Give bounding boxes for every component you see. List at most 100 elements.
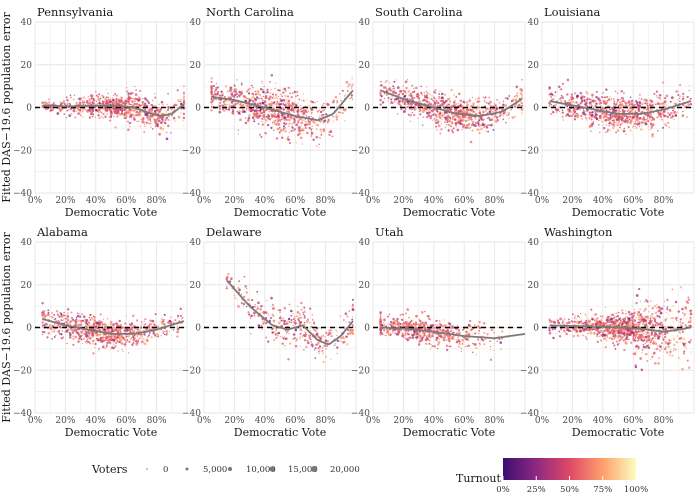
scatter-point bbox=[437, 102, 440, 105]
scatter-point bbox=[589, 101, 591, 103]
scatter-point bbox=[57, 320, 59, 322]
scatter-point bbox=[323, 103, 325, 105]
scatter-point bbox=[257, 324, 260, 327]
scatter-point bbox=[286, 109, 287, 110]
scatter-point bbox=[426, 116, 428, 118]
scatter-point bbox=[288, 87, 290, 89]
scatter-point bbox=[468, 124, 470, 126]
scatter-point bbox=[135, 93, 138, 96]
scatter-point bbox=[146, 344, 148, 346]
scatter-point bbox=[645, 114, 646, 115]
scatter-point bbox=[104, 98, 106, 100]
scatter-point bbox=[300, 108, 302, 110]
scatter-point bbox=[291, 123, 292, 124]
scatter-point bbox=[463, 124, 465, 126]
scatter-point bbox=[100, 98, 101, 99]
scatter-point bbox=[137, 319, 138, 320]
scatter-point bbox=[617, 99, 619, 101]
scatter-point bbox=[319, 109, 321, 111]
scatter-point bbox=[591, 105, 593, 107]
scatter-point bbox=[146, 329, 147, 330]
scatter-point bbox=[300, 105, 301, 106]
scatter-point bbox=[330, 130, 331, 131]
scatter-point bbox=[419, 114, 421, 116]
scatter-point bbox=[267, 114, 269, 116]
scatter-point bbox=[576, 95, 579, 98]
scatter-point bbox=[656, 117, 658, 119]
scatter-point bbox=[95, 91, 96, 92]
scatter-point bbox=[419, 108, 421, 110]
scatter-point bbox=[314, 335, 315, 336]
scatter-point bbox=[351, 83, 354, 86]
scatter-point bbox=[652, 123, 655, 126]
scatter-point bbox=[107, 96, 109, 98]
scatter-point bbox=[515, 116, 516, 117]
scatter-point bbox=[106, 346, 107, 347]
scatter-point bbox=[291, 110, 293, 112]
scatter-point bbox=[690, 103, 692, 105]
scatter-point bbox=[417, 94, 419, 96]
scatter-point bbox=[87, 339, 88, 340]
scatter-point bbox=[679, 95, 681, 97]
scatter-point bbox=[86, 341, 87, 342]
scatter-point bbox=[116, 94, 118, 96]
scatter-point bbox=[306, 108, 308, 110]
scatter-point bbox=[309, 337, 311, 339]
scatter-point bbox=[427, 103, 429, 105]
scatter-point bbox=[229, 96, 231, 98]
scatter-point bbox=[352, 99, 353, 100]
scatter-point bbox=[103, 107, 104, 108]
scatter-point bbox=[438, 96, 440, 98]
scatter-point bbox=[315, 133, 317, 135]
scatter-point bbox=[160, 108, 161, 109]
scatter-point bbox=[308, 328, 310, 330]
y-tick-label: 40 bbox=[359, 18, 371, 28]
scatter-point bbox=[102, 318, 104, 320]
scatter-point bbox=[267, 124, 269, 126]
scatter-point bbox=[297, 113, 299, 115]
scatter-point bbox=[331, 330, 332, 331]
scatter-point bbox=[276, 95, 278, 97]
scatter-point bbox=[165, 110, 168, 113]
scatter-point bbox=[682, 111, 684, 113]
scatter-point bbox=[183, 117, 185, 119]
scatter-point bbox=[591, 96, 593, 98]
scatter-point bbox=[282, 317, 284, 319]
scatter-point bbox=[136, 338, 138, 340]
scatter-point bbox=[605, 132, 606, 133]
scatter-point bbox=[690, 99, 691, 100]
scatter-point bbox=[401, 93, 403, 95]
scatter-point bbox=[345, 108, 347, 110]
scatter-point bbox=[241, 90, 243, 92]
scatter-point bbox=[480, 128, 483, 131]
scatter-point bbox=[569, 109, 571, 111]
scatter-point bbox=[262, 329, 263, 330]
scatter-point bbox=[83, 96, 85, 98]
scatter-point bbox=[313, 139, 315, 141]
scatter-point bbox=[266, 105, 267, 106]
scatter-point bbox=[302, 144, 303, 145]
scatter-point bbox=[92, 352, 94, 354]
scatter-point bbox=[98, 93, 100, 95]
scatter-point bbox=[168, 107, 170, 109]
scatter-point bbox=[155, 123, 157, 125]
scatter-point bbox=[550, 113, 552, 115]
scatter-point bbox=[292, 124, 293, 125]
scatter-point bbox=[395, 92, 398, 95]
scatter-point bbox=[645, 102, 648, 105]
scatter-point bbox=[247, 311, 249, 313]
scatter-point bbox=[157, 104, 158, 105]
scatter-point bbox=[132, 92, 134, 94]
scatter-point bbox=[303, 100, 305, 102]
scatter-point bbox=[111, 101, 113, 103]
scatter-point bbox=[141, 325, 142, 326]
scatter-point bbox=[411, 97, 414, 100]
scatter-point bbox=[251, 85, 253, 87]
scatter-point bbox=[294, 122, 296, 124]
scatter-point bbox=[281, 343, 283, 345]
scatter-point bbox=[128, 352, 130, 354]
scatter-point bbox=[617, 129, 619, 131]
scatter-point bbox=[289, 142, 291, 144]
scatter-point bbox=[287, 101, 289, 103]
scatter-point bbox=[107, 342, 109, 344]
